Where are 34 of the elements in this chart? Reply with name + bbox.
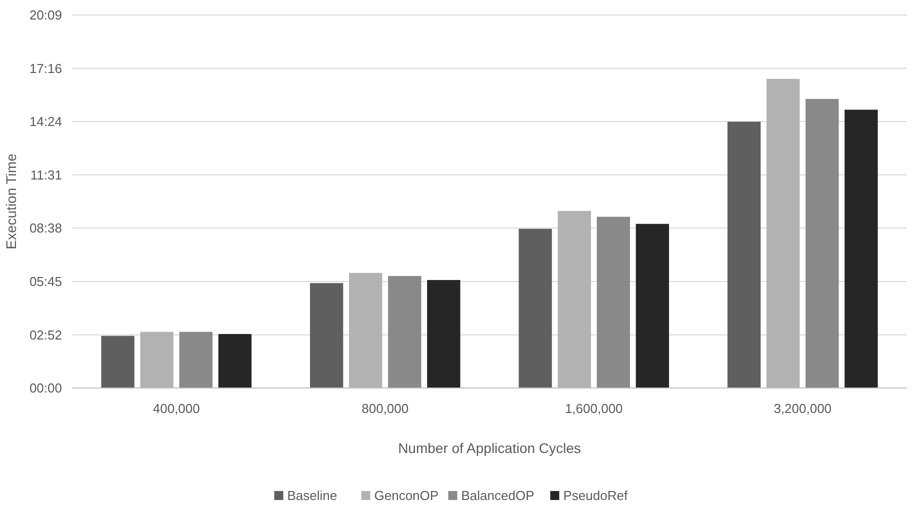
y-tick-label: 00:00	[29, 380, 62, 396]
bar	[518, 228, 552, 388]
y-tick-label: 20:09	[29, 8, 62, 23]
bar	[427, 280, 460, 388]
y-tick-label: 02:52	[29, 327, 62, 342]
bar	[349, 272, 382, 388]
x-tick-label: 400,000	[152, 401, 200, 416]
bar	[636, 224, 670, 388]
legend-label: GenconOP	[374, 488, 439, 503]
bar	[596, 216, 630, 388]
legend-label: PseudoRef	[563, 488, 628, 503]
x-tick-label: 800,000	[362, 401, 409, 416]
y-axis-title: Execution Time	[3, 153, 19, 250]
x-tick-label: 3,200,000	[774, 401, 832, 416]
bar	[179, 332, 212, 388]
bar	[844, 110, 878, 388]
legend-label: BalancedOP	[461, 488, 534, 503]
x-axis-title: Number of Application Cycles	[398, 440, 581, 456]
bar	[101, 336, 134, 388]
y-tick-label: 11:31	[30, 167, 62, 182]
bar	[766, 78, 800, 388]
bar	[140, 332, 174, 388]
bar	[388, 276, 422, 388]
bar	[806, 98, 839, 388]
y-tick-label: 14:24	[29, 114, 62, 129]
bar	[218, 334, 252, 388]
x-tick-label: 1,600,000	[564, 401, 623, 416]
legend-label: Baseline	[287, 488, 338, 503]
bar	[727, 122, 761, 388]
bar	[558, 210, 591, 388]
bar	[310, 283, 344, 388]
y-tick-label: 05:45	[29, 274, 62, 290]
y-tick-label: 17:16	[29, 60, 62, 76]
y-tick-label: 08:38	[29, 220, 62, 236]
